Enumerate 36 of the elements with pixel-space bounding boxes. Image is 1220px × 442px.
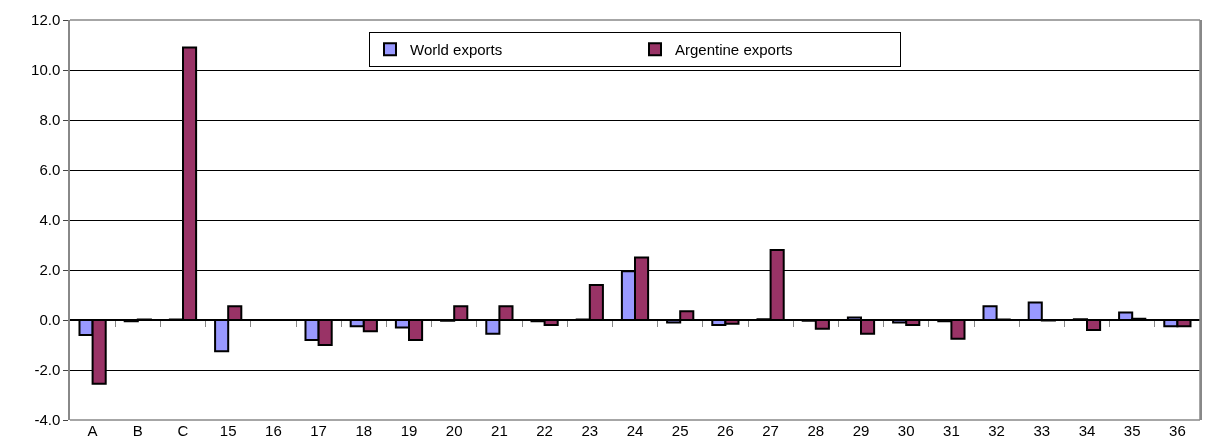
x-tick-label: 18 — [355, 422, 373, 439]
x-tick-label: 17 — [310, 422, 327, 439]
x-tick-label: 26 — [717, 422, 734, 439]
y-tick-label: -4.0 — [34, 411, 61, 429]
x-tick-label: C — [177, 422, 189, 439]
x-tick-label: B — [132, 422, 143, 439]
x-tick-label: 32 — [988, 422, 1005, 439]
y-tick-label: 12.0 — [31, 11, 61, 29]
x-tick-label: 28 — [807, 422, 825, 439]
legend-label: Argentine exports — [675, 41, 793, 59]
x-tick-label: 23 — [581, 422, 599, 439]
x-tick-label: 15 — [219, 422, 237, 439]
x-tick-label: 34 — [1078, 422, 1096, 439]
x-tick-label: 16 — [265, 422, 282, 439]
x-tick-label: A — [87, 422, 98, 439]
y-tick-label: 8.0 — [39, 111, 61, 129]
y-tick-label: 2.0 — [39, 261, 61, 279]
y-tick-label: 4.0 — [39, 211, 61, 229]
x-tick-label: 36 — [1169, 422, 1186, 439]
y-tick-label: 10.0 — [31, 61, 61, 79]
x-tick-label: 19 — [400, 422, 418, 439]
x-tick-label: 33 — [1033, 422, 1051, 439]
x-tick-label: 20 — [445, 422, 463, 439]
x-tick-label: 30 — [897, 422, 915, 439]
x-tick-label: 27 — [762, 422, 779, 439]
y-tick-label: 0.0 — [39, 311, 61, 329]
x-tick-label: 25 — [671, 422, 689, 439]
x-tick-label: 24 — [626, 422, 644, 439]
legend-label: World exports — [410, 41, 503, 59]
y-tick-label: 6.0 — [39, 161, 61, 179]
x-tick-label: 35 — [1123, 422, 1141, 439]
x-tick-label: 31 — [943, 422, 960, 439]
x-tick-label: 21 — [491, 422, 508, 439]
y-tick-label: -2.0 — [34, 361, 61, 379]
x-tick-label: 29 — [852, 422, 870, 439]
x-tick-label: 22 — [536, 422, 553, 439]
